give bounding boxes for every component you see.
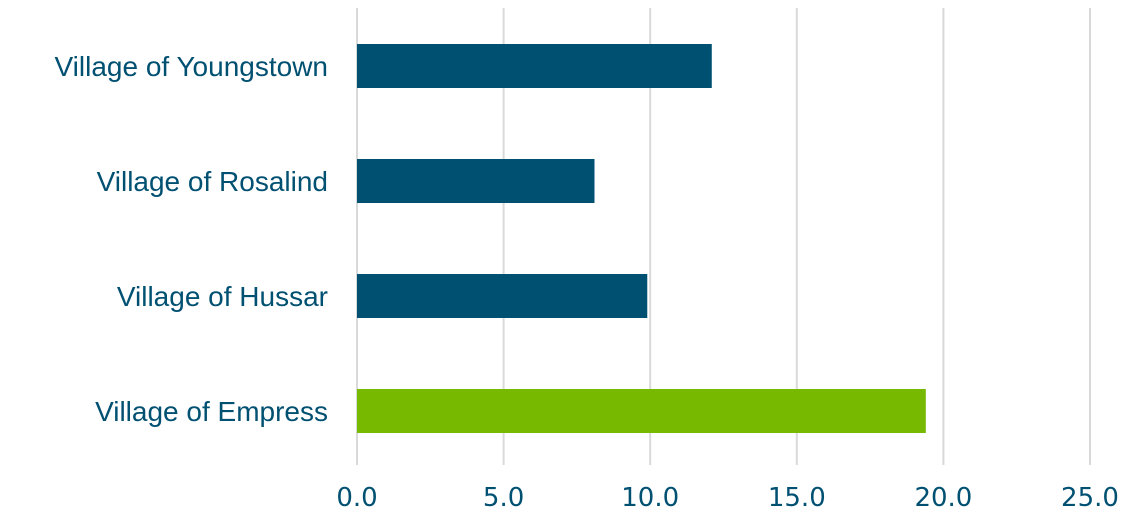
category-label: Village of Youngstown <box>55 51 329 82</box>
category-label: Village of Empress <box>95 396 328 427</box>
bar <box>357 159 595 203</box>
x-tick-label: 10.0 <box>621 483 679 513</box>
x-tick-label: 25.0 <box>1061 483 1119 513</box>
bars <box>357 44 926 433</box>
bar <box>357 389 926 433</box>
bar <box>357 44 712 88</box>
x-tick-label: 5.0 <box>483 483 524 513</box>
category-labels: Village of Youngstown Village of Rosalind… <box>55 51 329 427</box>
category-label: Village of Rosalind <box>97 166 328 197</box>
x-tick-label: 20.0 <box>914 483 972 513</box>
x-tick-labels: 0.0 5.0 10.0 15.0 20.0 25.0 <box>336 483 1119 513</box>
x-tick-label: 15.0 <box>768 483 826 513</box>
category-label: Village of Hussar <box>117 281 328 312</box>
bar <box>357 274 648 318</box>
x-tick-label: 0.0 <box>336 483 377 513</box>
